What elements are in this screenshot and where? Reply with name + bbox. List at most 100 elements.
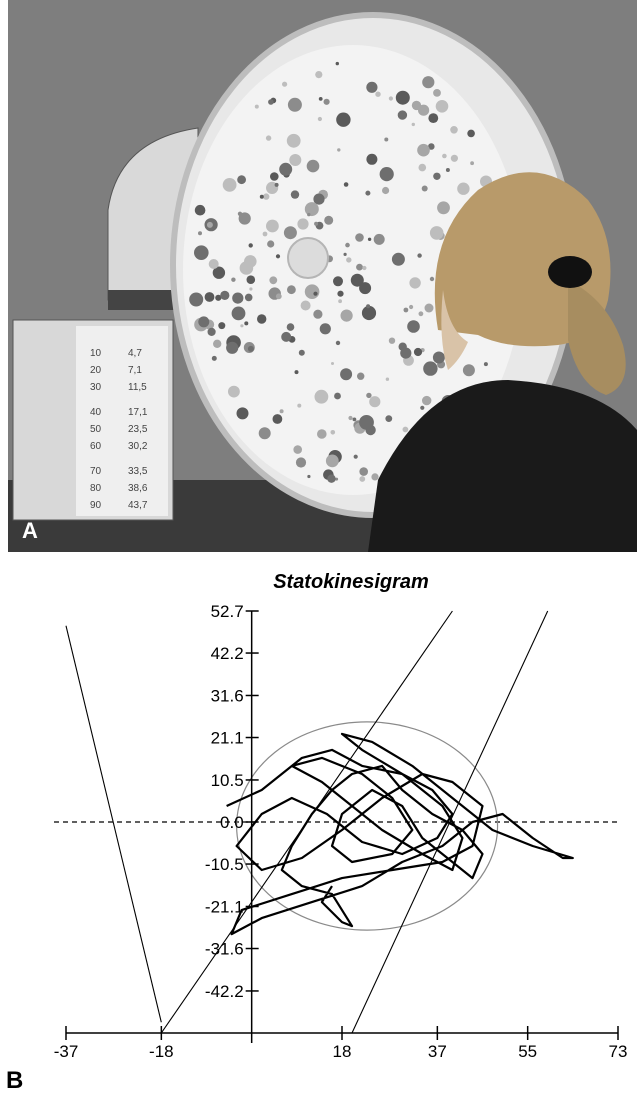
dome-dot — [244, 321, 249, 326]
dome-dot — [417, 253, 422, 258]
y-tick-label: -10.5 — [205, 855, 244, 874]
dome-dot — [335, 340, 341, 346]
y-tick-label: 42.2 — [211, 644, 244, 663]
scale-card-angle: 50 — [90, 424, 102, 435]
dome-dot — [212, 266, 226, 279]
dome-dot — [337, 148, 341, 152]
dome-dot — [198, 231, 202, 236]
dome-dot — [334, 392, 341, 400]
dome-dot — [379, 167, 394, 182]
x-tick-label: 37 — [428, 1042, 447, 1061]
panel-b-letter: B — [6, 1067, 23, 1093]
dome-dot — [327, 474, 336, 483]
dome-dot — [340, 309, 353, 322]
dome-dot — [194, 245, 209, 260]
dome-dot — [244, 293, 253, 302]
scale-card-value: 43,7 — [128, 500, 148, 511]
scale-card-value: 4,7 — [128, 348, 142, 359]
dome-dot — [432, 351, 445, 364]
dome-dot — [433, 89, 441, 97]
dome-dot — [388, 96, 393, 101]
dome-dot — [411, 122, 415, 127]
dome-dot — [313, 291, 318, 296]
dome-dot — [306, 159, 320, 173]
dome-dot — [275, 293, 282, 300]
dome-dot — [228, 385, 240, 398]
dome-dot — [198, 316, 210, 328]
scale-card-angle: 90 — [90, 500, 102, 511]
scale-card-angle: 40 — [90, 407, 102, 418]
scale-card-value: 30,2 — [128, 441, 148, 452]
dome-dot — [259, 194, 264, 199]
dome-dot — [373, 233, 385, 245]
dome-dot — [457, 182, 470, 195]
dome-dot — [211, 355, 217, 361]
dome-dot — [338, 299, 342, 304]
dome-dot — [433, 172, 441, 180]
dome-dot — [330, 430, 336, 435]
dome-dot — [324, 215, 334, 225]
dome-dot — [422, 76, 435, 89]
dome-dot — [366, 392, 372, 399]
dome-dot — [335, 61, 339, 66]
dome-dot — [317, 116, 322, 122]
dome-dot — [424, 303, 434, 313]
scale-card-value: 33,5 — [128, 466, 148, 477]
dome-dot — [420, 405, 425, 410]
reference-line-1 — [65, 625, 162, 1023]
dome-dot — [279, 409, 284, 414]
dome-dot — [194, 204, 206, 216]
dome-dot — [272, 414, 283, 424]
x-tick-label: 55 — [518, 1042, 537, 1061]
dome-dot — [323, 98, 330, 105]
dome-dot — [249, 287, 253, 291]
dome-dot — [257, 314, 267, 324]
scale-card-value: 11,5 — [128, 382, 147, 393]
dome-dot — [213, 339, 222, 348]
dome-dot — [428, 113, 439, 123]
dome-dot — [346, 257, 352, 263]
dome-dot — [366, 304, 371, 309]
dome-dot — [282, 81, 288, 87]
y-tick-label: -31.6 — [205, 940, 244, 959]
scale-card-angle: 10 — [90, 348, 102, 359]
dome-dot — [298, 349, 305, 356]
dome-dot — [403, 307, 409, 313]
dome-dot — [409, 304, 414, 310]
dome-dot — [357, 372, 365, 380]
dome-dot — [348, 415, 353, 421]
dome-dot — [313, 193, 325, 205]
dome-dot — [385, 415, 393, 422]
scale-card-value: 7,1 — [128, 365, 142, 376]
dome-dot — [391, 252, 405, 266]
dome-dot — [263, 193, 270, 200]
x-tick-label: -37 — [54, 1042, 79, 1061]
dome-dot — [366, 81, 378, 93]
reference-line-2 — [160, 610, 453, 1034]
dome-dot — [290, 190, 300, 199]
scale-card-value: 38,6 — [128, 483, 148, 494]
dome-dot — [409, 277, 421, 289]
dome-dot — [304, 284, 320, 300]
scale-card-angle: 30 — [90, 382, 102, 393]
dome-dot — [366, 153, 378, 165]
dome-dot — [375, 91, 381, 97]
dome-dot — [254, 104, 259, 109]
dome-dot — [262, 231, 268, 237]
dome-dot — [297, 403, 302, 408]
y-tick-label: -21.1 — [205, 897, 244, 916]
dome-dot — [437, 201, 450, 215]
x-tick-label: 73 — [609, 1042, 628, 1061]
dome-dot — [238, 212, 251, 225]
dome-dot — [483, 362, 488, 367]
dome-dot — [361, 305, 377, 321]
dome-dot — [345, 242, 350, 248]
dome-dot — [418, 163, 427, 172]
dome-dot — [215, 294, 222, 301]
y-tick-label: 31.6 — [211, 686, 244, 705]
dome-dot — [352, 417, 357, 422]
dome-dot — [343, 252, 347, 256]
dome-dot — [435, 100, 449, 113]
dome-dot — [274, 182, 279, 187]
dome-dot — [442, 153, 447, 159]
